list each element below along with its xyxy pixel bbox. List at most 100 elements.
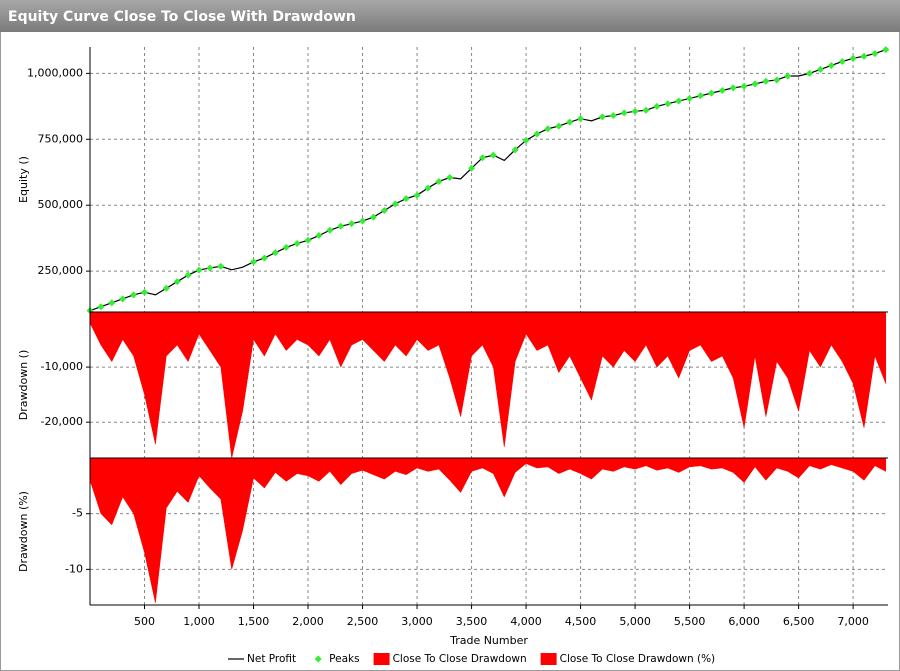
legend-label: Peaks xyxy=(329,653,359,665)
y-tick-label: -20,000 xyxy=(41,415,83,428)
y-tick-label: -10,000 xyxy=(41,360,83,373)
legend-swatch xyxy=(540,653,557,665)
peak-marker xyxy=(489,151,497,159)
peak-marker xyxy=(686,94,694,102)
peak-marker xyxy=(838,58,846,66)
peak-marker xyxy=(566,118,574,126)
x-tick-label: 5,000 xyxy=(619,615,651,628)
x-tick-label: 3,500 xyxy=(456,615,488,628)
peak-marker xyxy=(577,115,585,123)
peak-marker xyxy=(282,243,290,251)
peak-marker xyxy=(707,89,715,97)
peak-marker xyxy=(162,284,170,292)
peak-marker xyxy=(119,295,127,303)
peak-marker xyxy=(304,236,312,244)
x-tick-label: 6,500 xyxy=(783,615,815,628)
peak-marker xyxy=(380,206,388,214)
peak-marker xyxy=(468,164,476,172)
peak-marker xyxy=(522,136,530,144)
peak-marker xyxy=(315,232,323,240)
x-tick-label: 6,000 xyxy=(728,615,760,628)
peak-marker xyxy=(359,217,367,225)
peak-marker xyxy=(130,291,138,299)
peak-marker xyxy=(751,80,759,88)
peak-marker xyxy=(369,213,377,221)
peak-marker xyxy=(250,258,258,266)
peak-marker xyxy=(631,107,639,115)
peak-marker xyxy=(882,46,890,54)
peak-marker xyxy=(326,226,334,234)
x-tick-label: 1,500 xyxy=(238,615,270,628)
peak-marker xyxy=(173,278,181,286)
peak-marker xyxy=(348,220,356,228)
peak-marker xyxy=(827,61,835,69)
peak-marker xyxy=(555,122,563,130)
peak-marker xyxy=(260,254,268,262)
x-tick-label: 2,000 xyxy=(292,615,324,628)
y-tick-label: 1,000,000 xyxy=(27,66,83,79)
peak-marker xyxy=(598,113,606,121)
peak-marker xyxy=(533,130,541,138)
peak-marker xyxy=(337,222,345,230)
y-tick-label: -10 xyxy=(65,562,83,575)
x-tick-label: 3,000 xyxy=(401,615,433,628)
peak-marker xyxy=(184,271,192,279)
peak-marker xyxy=(718,87,726,95)
drawdown-area xyxy=(89,457,887,603)
peak-marker xyxy=(653,102,661,110)
legend-label: Net Profit xyxy=(247,653,296,665)
peak-marker xyxy=(729,84,737,92)
peak-marker xyxy=(642,106,650,114)
legend-label: Close To Close Drawdown (%) xyxy=(560,653,716,665)
y-axis-label: Drawdown (%) xyxy=(17,491,30,572)
title-bar xyxy=(0,0,900,32)
peak-marker xyxy=(424,184,432,192)
peak-marker xyxy=(108,299,116,307)
peak-marker xyxy=(206,264,214,272)
peak-marker xyxy=(609,112,617,120)
peak-marker xyxy=(849,54,857,62)
y-axis-label: Equity () xyxy=(17,156,30,203)
peak-marker xyxy=(413,191,421,199)
y-axis-label: Drawdown () xyxy=(17,350,30,421)
legend-swatch xyxy=(373,653,390,665)
peak-marker xyxy=(544,125,552,133)
peak-marker xyxy=(871,50,879,58)
x-tick-label: 2,500 xyxy=(347,615,379,628)
x-tick-label: 500 xyxy=(134,615,155,628)
peak-marker xyxy=(478,154,486,162)
legend-label: Close To Close Drawdown xyxy=(393,653,527,665)
drawdown-area xyxy=(89,311,887,459)
peak-marker xyxy=(435,177,443,185)
peak-marker xyxy=(696,92,704,100)
peak-marker xyxy=(773,76,781,84)
peak-marker xyxy=(293,239,301,247)
peak-marker xyxy=(784,72,792,80)
x-axis-label: Trade Number xyxy=(449,634,528,647)
y-tick-label: 250,000 xyxy=(38,264,84,277)
peak-marker xyxy=(402,195,410,203)
peak-marker xyxy=(675,97,683,105)
peak-marker xyxy=(806,69,814,77)
peak-marker xyxy=(195,266,203,274)
peak-marker xyxy=(664,100,672,108)
peak-marker xyxy=(271,249,279,257)
peak-marker xyxy=(217,262,225,270)
legend-swatch xyxy=(314,655,322,663)
peak-marker xyxy=(511,146,519,154)
peak-marker xyxy=(620,109,628,117)
peak-marker xyxy=(97,303,105,311)
x-tick-label: 4,500 xyxy=(565,615,597,628)
y-tick-label: -5 xyxy=(72,507,83,520)
peak-marker xyxy=(141,288,149,296)
y-tick-label: 750,000 xyxy=(38,132,84,145)
chart-title: Equity Curve Close To Close With Drawdow… xyxy=(8,9,356,25)
peak-marker xyxy=(762,77,770,85)
x-tick-label: 5,500 xyxy=(674,615,706,628)
x-tick-label: 4,000 xyxy=(510,615,542,628)
peak-marker xyxy=(816,65,824,73)
y-tick-label: 500,000 xyxy=(38,198,84,211)
peak-marker xyxy=(391,200,399,208)
peak-marker xyxy=(740,82,748,90)
